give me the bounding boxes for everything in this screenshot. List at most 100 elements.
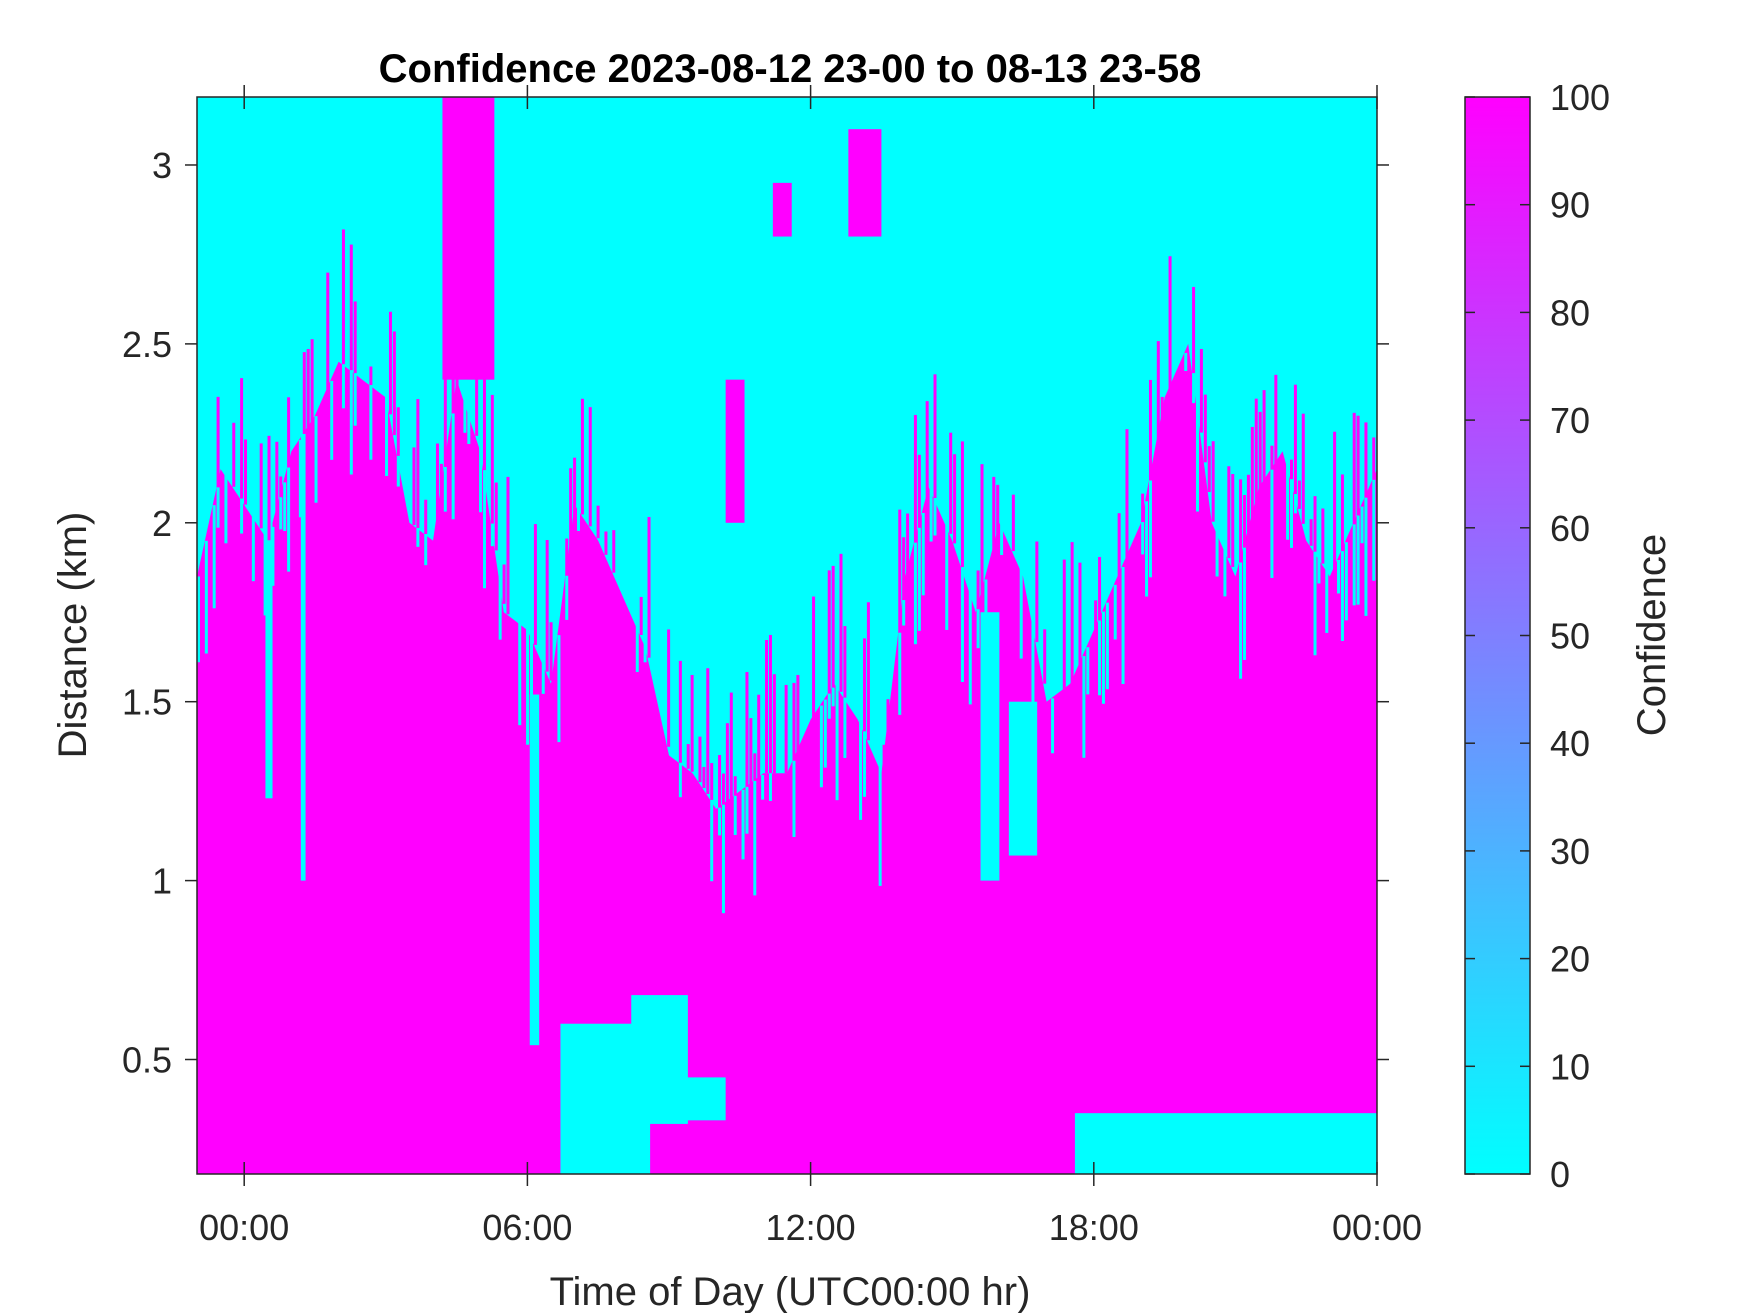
high-confidence-streak [1168, 256, 1172, 389]
low-confidence-streak [424, 534, 428, 566]
colorbar-ticks: 0 10 20 30 40 50 60 70 80 90 100 [1465, 77, 1610, 1195]
x-axis-label: Time of Day (UTC00:00 hr) [550, 1270, 1031, 1313]
high-confidence-streak [745, 672, 749, 787]
high-confidence-streak [698, 736, 702, 783]
high-confidence-streak [1148, 379, 1152, 481]
high-confidence-streak [1262, 390, 1266, 482]
low-confidence-streak [251, 516, 255, 582]
low-confidence-streak [976, 609, 980, 649]
low-confidence-streak [902, 600, 906, 626]
high-confidence-streak [996, 484, 1000, 535]
high-confidence-streak [573, 457, 577, 517]
low-confidence-streak [831, 687, 835, 707]
low-confidence-streak [913, 542, 917, 645]
low-confidence-streak [1105, 602, 1109, 690]
x-axis: 00:00 06:00 12:00 18:00 00:00 [199, 85, 1422, 1248]
high-confidence-streak [831, 565, 835, 688]
low-confidence-streak [718, 807, 722, 836]
high-confidence-streak [1309, 519, 1313, 546]
high-confidence-streak [1293, 384, 1297, 495]
high-confidence-streak [953, 454, 957, 544]
colorbar-tick-label: 10 [1550, 1046, 1590, 1087]
low-confidence-patch [529, 694, 540, 1046]
y-axis-label: Distance (km) [51, 512, 95, 759]
high-confidence-streak [1070, 542, 1074, 683]
low-confidence-streak [898, 632, 902, 715]
high-confidence-streak [1321, 508, 1325, 564]
colorbar-tick-label: 70 [1550, 400, 1590, 441]
low-confidence-streak [349, 370, 353, 475]
x-tick-label: 00:00 [1332, 1207, 1422, 1248]
high-confidence-streak [1211, 441, 1215, 522]
high-confidence-streak [612, 530, 616, 573]
low-confidence-streak [1293, 494, 1297, 514]
high-confidence-streak [490, 394, 494, 524]
high-confidence-streak [596, 505, 600, 539]
high-confidence-streak [244, 439, 248, 505]
high-confidence-streak [1117, 513, 1121, 576]
high-confidence-streak [506, 476, 510, 615]
high-confidence-streak [1094, 600, 1098, 630]
high-confidence-streak [925, 401, 929, 499]
high-confidence-streak [862, 638, 866, 732]
plot-frame [196, 96, 1378, 1175]
high-confidence-streak [1242, 494, 1246, 548]
high-confidence-streak [1141, 493, 1145, 523]
high-confidence-streak [784, 684, 788, 774]
high-confidence-streak [1125, 429, 1129, 559]
low-confidence-streak [1337, 560, 1341, 594]
high-confidence-streak [678, 660, 682, 763]
low-confidence-streak [1051, 698, 1055, 754]
high-confidence-streak [1313, 496, 1317, 552]
colorbar-tick-label: 50 [1550, 616, 1590, 657]
y-axis: 0.5 1 1.5 2 2.5 3 [122, 145, 1389, 1081]
low-confidence-streak [960, 567, 964, 682]
high-confidence-patch [442, 97, 495, 380]
high-confidence-streak [667, 629, 671, 747]
high-confidence-streak [839, 553, 843, 692]
high-confidence-streak [502, 564, 506, 604]
low-confidence-streak [1325, 569, 1329, 633]
y-tick-label: 3 [152, 145, 172, 186]
low-confidence-streak [353, 373, 357, 426]
high-confidence-streak [1192, 286, 1196, 374]
high-confidence-streak [757, 694, 761, 778]
high-confidence-streak [772, 674, 776, 774]
high-confidence-streak [702, 766, 706, 789]
low-confidence-streak [197, 576, 200, 663]
low-confidence-streak [745, 786, 749, 834]
low-confidence-streak [298, 439, 302, 518]
low-confidence-streak [835, 685, 839, 801]
low-confidence-streak [859, 722, 863, 820]
high-confidence-streak [482, 378, 486, 471]
high-confidence-streak [1199, 348, 1203, 433]
low-confidence-streak [710, 799, 714, 882]
y-tick-label: 0.5 [122, 1040, 172, 1081]
high-confidence-streak [749, 718, 753, 784]
low-confidence-streak [498, 577, 502, 640]
low-confidence-streak [396, 455, 400, 487]
y-tick-label: 2 [152, 503, 172, 544]
high-confidence-streak [443, 325, 447, 467]
high-confidence-streak [1227, 466, 1231, 559]
x-tick-label: 00:00 [199, 1207, 289, 1248]
low-confidence-streak [1098, 620, 1102, 696]
x-tick-label: 06:00 [482, 1207, 572, 1248]
high-confidence-streak [275, 441, 279, 513]
low-confidence-streak [330, 380, 334, 460]
high-confidence-streak [913, 414, 917, 543]
high-confidence-streak [768, 634, 772, 774]
low-confidence-streak [369, 385, 373, 460]
x-tick-label: 18:00 [1049, 1207, 1139, 1248]
high-confidence-streak [686, 744, 690, 769]
low-confidence-streak [827, 693, 831, 719]
low-confidence-streak [518, 623, 522, 726]
high-confidence-streak [902, 537, 906, 601]
high-confidence-streak [287, 397, 291, 468]
high-confidence-streak [1239, 479, 1243, 563]
x-tick-label: 12:00 [766, 1207, 856, 1248]
low-confidence-streak [1352, 524, 1356, 606]
high-confidence-streak [729, 692, 733, 799]
high-confidence-streak [1340, 474, 1344, 552]
low-confidence-streak [541, 662, 545, 694]
